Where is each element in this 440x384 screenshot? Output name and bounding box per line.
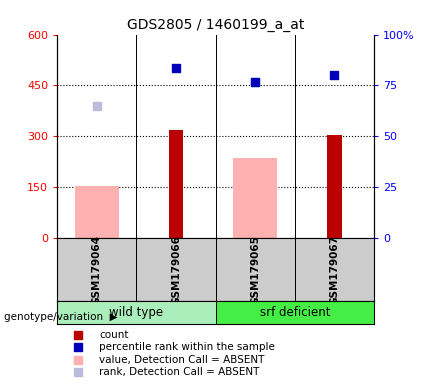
Bar [75,185,119,238]
Bar [216,238,295,301]
Bar [136,238,216,301]
Text: GSM179066: GSM179066 [171,235,181,305]
Text: GSM179064: GSM179064 [92,235,102,305]
Text: count: count [99,330,129,340]
Text: rank, Detection Call = ABSENT: rank, Detection Call = ABSENT [99,367,260,377]
Text: GSM179067: GSM179067 [330,235,339,305]
Text: GSM179065: GSM179065 [250,235,260,305]
Text: value, Detection Call = ABSENT: value, Detection Call = ABSENT [99,354,265,364]
Text: wild type: wild type [109,306,164,319]
Text: srf deficient: srf deficient [260,306,330,319]
Bar [57,301,216,324]
Text: genotype/variation  ▶: genotype/variation ▶ [4,312,118,322]
Text: percentile rank within the sample: percentile rank within the sample [99,342,275,352]
Bar [295,238,374,301]
Bar [216,301,374,324]
Bar [57,238,136,301]
Bar [169,129,183,238]
Title: GDS2805 / 1460199_a_at: GDS2805 / 1460199_a_at [127,18,304,32]
Bar [327,135,341,238]
Bar [234,158,277,238]
